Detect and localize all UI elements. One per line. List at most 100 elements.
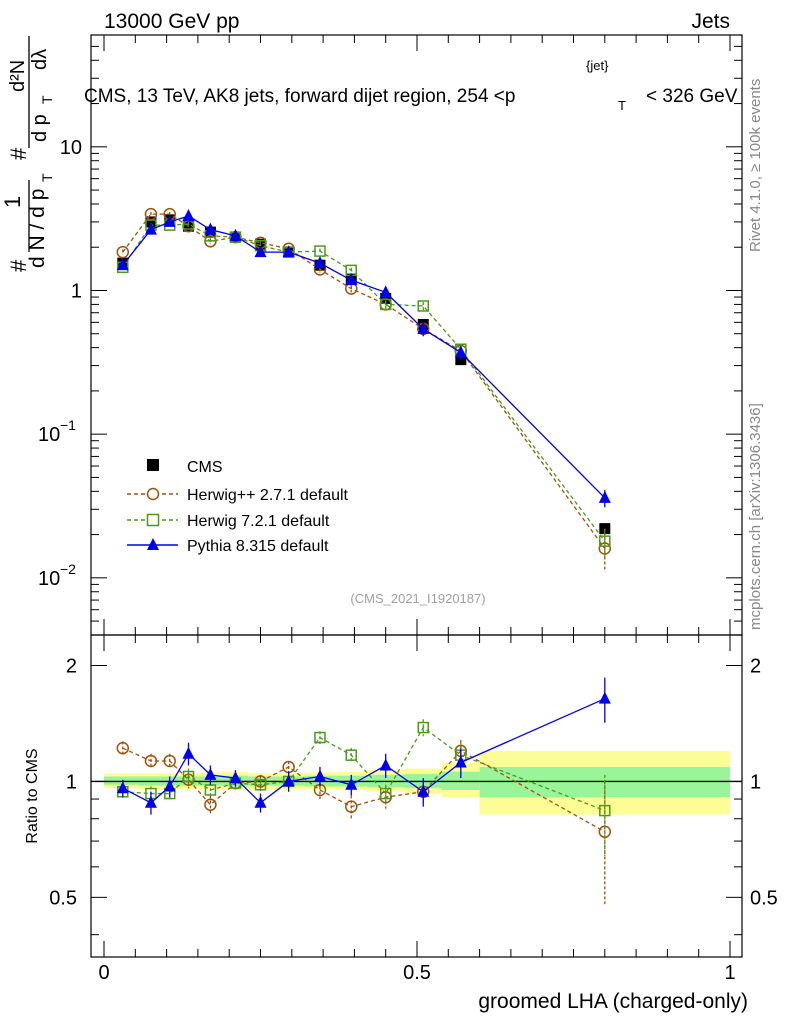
- ratio-data-point: [599, 804, 611, 817]
- y-title-one: 1: [0, 196, 25, 208]
- y-title-dpt: d p: [29, 114, 51, 142]
- ratio-data-point: [282, 774, 295, 787]
- ratio-data-point: [379, 758, 392, 771]
- main-data-point: [229, 228, 242, 241]
- mcplots-label: mcplots.cern.ch [arXiv:1306.3436]: [747, 403, 764, 630]
- ratio-data-point: [204, 798, 217, 811]
- legend-marker-cms: [147, 459, 159, 471]
- y-title-dlambda: dλ: [29, 49, 51, 70]
- ratio-series-pythia-8-315-default: [116, 677, 611, 815]
- ratio-y-tick-label-right: 1: [750, 771, 761, 793]
- ratio-y-tick-label-left: 1: [66, 771, 77, 793]
- y-title-hash-1: #: [6, 259, 31, 272]
- main-series-line: [122, 215, 606, 499]
- main-y-tick-label: 1: [71, 280, 82, 302]
- main-y-tick-label: 10: [38, 568, 60, 590]
- ratio-data-point: [345, 777, 358, 790]
- ratio-data-point: [313, 769, 326, 782]
- header-energy-label: 13000 GeV pp: [104, 10, 239, 33]
- ratio-series-group: [116, 677, 612, 905]
- main-data-point: [345, 273, 358, 286]
- ratio-axis-ticks: [91, 635, 742, 957]
- main-data-point: [282, 245, 295, 258]
- main-chart-title: CMS, 13 TeV, AK8 jets, forward dijet reg…: [84, 86, 515, 107]
- rivet-version-label: Rivet 4.1.0, ≥ 100k events: [747, 79, 764, 252]
- main-data-point: [204, 222, 217, 235]
- main-data-point: [116, 245, 130, 259]
- main-data-point: [417, 321, 430, 334]
- ratio-y-tick-labels: 0.5 0.5 1 1 2 2: [49, 655, 778, 909]
- main-data-point: [454, 345, 467, 358]
- main-data-point: [598, 490, 611, 503]
- legend-marker-herwigpp: [146, 487, 160, 501]
- ratio-data-point: [229, 771, 242, 784]
- legend-marker-herwig7: [146, 513, 160, 527]
- main-data-point: [379, 285, 392, 298]
- x-tick-label: 0: [98, 962, 109, 984]
- main-data-point: [163, 214, 176, 227]
- y-title-hash-2: #: [6, 147, 31, 160]
- ratio-series-herwig-7-2-1-default: [117, 719, 611, 857]
- main-data-point: [313, 256, 326, 269]
- ratio-data-point: [345, 749, 358, 761]
- ratio-data-point: [417, 784, 430, 797]
- ratio-data-point: [144, 795, 157, 808]
- ratio-data-point: [417, 721, 430, 734]
- main-series-herwig-7-2-1-default: [117, 218, 611, 557]
- ratio-data-point: [204, 784, 217, 796]
- ratio-data-point: [163, 754, 176, 768]
- legend-label-pythia: Pythia 8.315 default: [187, 538, 329, 555]
- x-tick-labels: 0 0.5 1: [98, 962, 735, 984]
- main-data-point: [116, 258, 129, 271]
- ratio-uncertainty-bands: [104, 750, 730, 815]
- main-chart-title-end: < 326 GeV: [646, 86, 738, 107]
- main-chart-title-text: CMS, 13 TeV, AK8 jets, forward dijet reg…: [84, 86, 515, 107]
- x-tick-label: 1: [724, 962, 735, 984]
- y-title-t-sub-2: T: [39, 95, 55, 104]
- header-category-label: Jets: [691, 10, 730, 33]
- main-data-point: [254, 245, 267, 258]
- main-axis-ticks: [91, 34, 742, 636]
- main-chart-title-superscript: {jet}: [586, 58, 609, 73]
- main-data-point: [599, 535, 611, 547]
- ratio-data-point: [116, 741, 130, 755]
- ratio-data-point: [254, 779, 267, 791]
- main-data-point: [314, 245, 326, 257]
- ratio-data-point: [204, 767, 217, 780]
- legend-label-herwigpp: Herwig++ 2.7.1 default: [187, 487, 349, 504]
- ratio-data-point: [379, 787, 392, 800]
- ratio-y-tick-label-left: 0.5: [49, 887, 77, 909]
- main-y-tick-exponent: −2: [60, 561, 76, 577]
- y-title-dn-dpt: d N / d p: [26, 189, 49, 268]
- ratio-data-point: [144, 754, 158, 768]
- y-title-t-sub-1: T: [39, 173, 55, 182]
- main-data-point: [145, 216, 157, 228]
- ratio-y-tick-label-left: 2: [66, 655, 77, 677]
- ratio-data-point: [314, 731, 326, 744]
- ratio-plot-panel: 0.5 0.5 1 1 2 2 Ratio to CMS: [24, 634, 778, 958]
- legend-label-herwig7: Herwig 7.2.1 default: [187, 513, 330, 530]
- main-data-point: [379, 298, 392, 311]
- ratio-data-point: [454, 755, 467, 768]
- ratio-data-point: [116, 781, 129, 794]
- ratio-data-point: [345, 800, 358, 813]
- ratio-series-line: [122, 747, 606, 833]
- main-series-pythia-8-315-default: [116, 208, 611, 508]
- legend-marker-pythia: [147, 538, 159, 550]
- x-axis-title: groomed LHA (charged-only): [478, 990, 748, 1013]
- main-data-point: [144, 222, 157, 235]
- legend-label-cms: CMS: [187, 459, 223, 476]
- main-data-point: [417, 300, 430, 312]
- main-chart-title-subscript: T: [618, 98, 626, 113]
- ratio-data-point: [163, 779, 176, 792]
- ratio-data-point: [182, 770, 195, 783]
- main-y-tick-exponent: −1: [60, 417, 76, 433]
- x-tick-label: 0.5: [403, 962, 431, 984]
- ratio-y-axis-title: Ratio to CMS: [24, 748, 41, 843]
- main-y-tick-label: 10: [38, 424, 60, 446]
- ratio-data-point: [598, 691, 611, 704]
- legend: CMS Herwig++ 2.7.1 default Herwig 7.2.1 …: [127, 459, 349, 555]
